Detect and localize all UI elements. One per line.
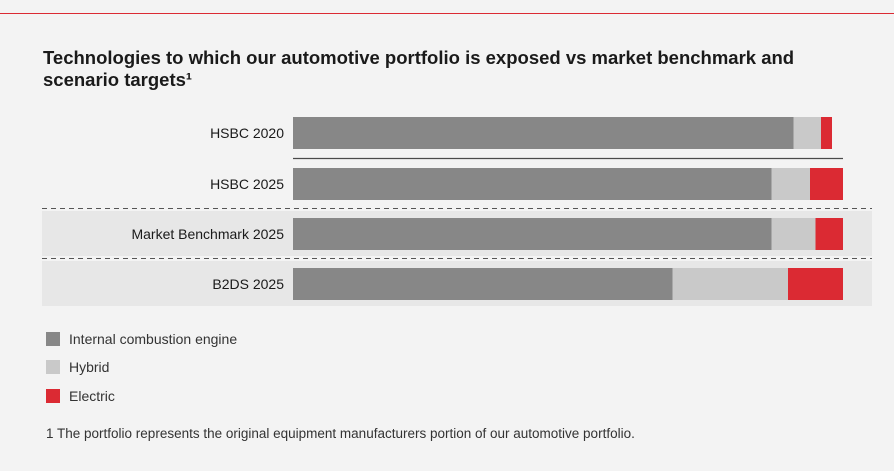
bar-segment-internal-combustion-engine (293, 168, 772, 200)
bar-segment-hybrid (793, 117, 821, 149)
bar-segment-electric (815, 218, 843, 250)
bar-segment-electric (821, 117, 832, 149)
footnote: 1 The portfolio represents the original … (46, 426, 635, 441)
legend-swatch (46, 389, 60, 403)
bar-segment-hybrid (672, 268, 788, 300)
top-accent-rule (0, 13, 894, 14)
bar-segment-hybrid (771, 218, 816, 250)
bar-segment-internal-combustion-engine (293, 268, 673, 300)
legend-item-electric: Electric (46, 388, 115, 404)
category-label: HSBC 2020 (210, 125, 284, 141)
legend-item-internal-combustion-engine: Internal combustion engine (46, 331, 237, 347)
category-label: Market Benchmark 2025 (131, 226, 284, 242)
category-label: HSBC 2025 (210, 176, 284, 192)
bar-segment-electric (788, 268, 843, 300)
legend-label: Hybrid (69, 359, 110, 375)
bar-segment-internal-combustion-engine (293, 218, 772, 250)
bar-segment-internal-combustion-engine (293, 117, 794, 149)
category-label: B2DS 2025 (212, 276, 284, 292)
bar-segment-electric (810, 168, 843, 200)
legend-item-hybrid: Hybrid (46, 359, 109, 375)
legend-swatch (46, 332, 60, 346)
bar-segment-hybrid (771, 168, 810, 200)
legend-swatch (46, 360, 60, 374)
chart-title: Technologies to which our automotive por… (43, 47, 795, 90)
legend-label: Internal combustion engine (69, 331, 238, 347)
legend-label: Electric (69, 388, 115, 404)
